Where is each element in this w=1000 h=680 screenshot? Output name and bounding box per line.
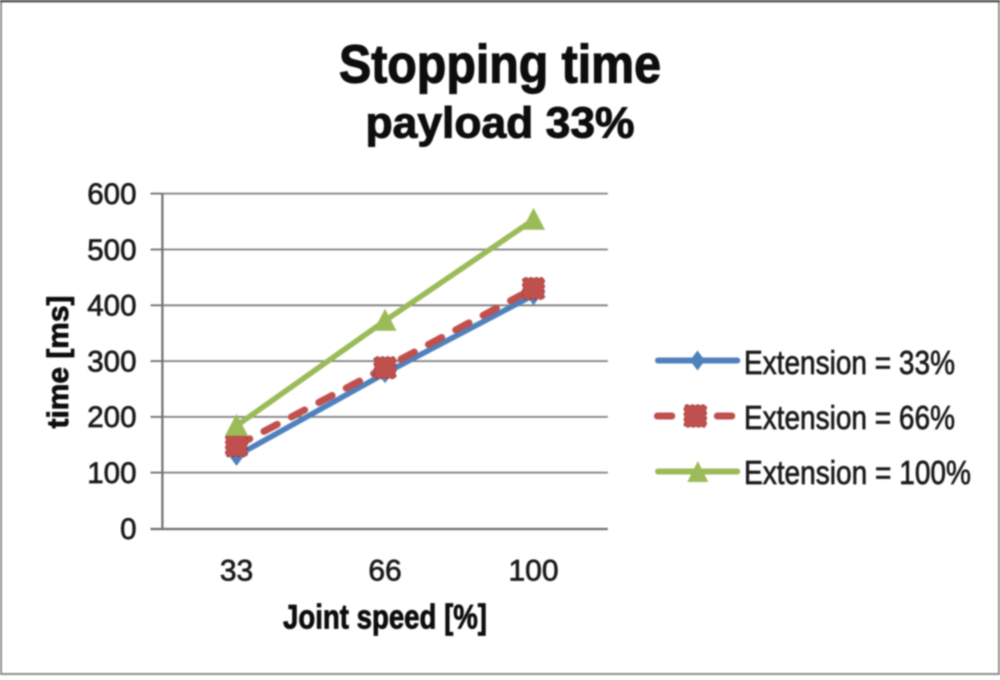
svg-text:Joint speed [%]: Joint speed [%] <box>283 598 487 636</box>
svg-text:Extension = 66%: Extension = 66% <box>744 399 955 436</box>
svg-text:200: 200 <box>87 401 136 434</box>
svg-text:time [ms]: time [ms] <box>42 296 75 429</box>
svg-text:66: 66 <box>368 555 401 588</box>
svg-text:600: 600 <box>87 178 136 211</box>
svg-text:100: 100 <box>87 457 136 490</box>
svg-text:400: 400 <box>87 290 136 323</box>
svg-text:Extension = 100%: Extension = 100% <box>744 454 971 491</box>
svg-text:0: 0 <box>120 513 136 546</box>
svg-text:Stopping time: Stopping time <box>339 35 661 95</box>
svg-text:100: 100 <box>508 555 558 588</box>
svg-text:Extension = 33%: Extension = 33% <box>744 344 955 381</box>
svg-text:500: 500 <box>87 234 136 267</box>
svg-text:payload 33%: payload 33% <box>366 100 635 148</box>
svg-text:300: 300 <box>87 345 136 378</box>
svg-text:33: 33 <box>220 555 253 588</box>
